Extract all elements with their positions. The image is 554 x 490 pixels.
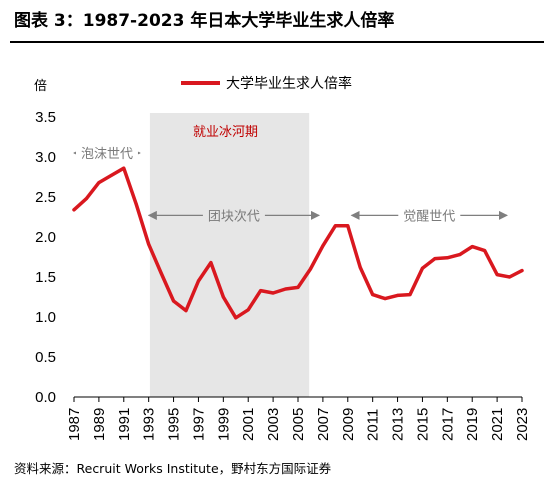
data-point bbox=[221, 295, 225, 299]
awakening-generation-label: 觉醒世代 bbox=[403, 209, 455, 224]
data-point bbox=[271, 291, 275, 295]
x-tick-label: 2019 bbox=[464, 408, 481, 441]
data-point bbox=[520, 269, 524, 273]
data-point bbox=[346, 224, 350, 228]
data-point bbox=[508, 275, 512, 279]
title-divider bbox=[10, 41, 544, 43]
legend-label: 大学毕业生求人倍率 bbox=[226, 75, 352, 92]
y-tick-label: 0.5 bbox=[35, 349, 56, 366]
y-tick-label: 3.5 bbox=[35, 109, 56, 126]
x-tick-label: 2007 bbox=[315, 408, 332, 441]
ice-age-shaded-region bbox=[149, 113, 310, 397]
x-tick-label: 1997 bbox=[190, 408, 207, 441]
data-point bbox=[184, 309, 188, 313]
bubble-generation-label-bg bbox=[75, 143, 138, 163]
y-tick-label: 3.0 bbox=[35, 149, 56, 166]
data-point bbox=[209, 261, 213, 265]
data-point bbox=[408, 293, 412, 297]
data-point bbox=[458, 253, 462, 257]
axes: 0.0 0.5 1.0 1.5 2.0 2.5 3.0 3.5 1987 1989 1991 1993… bbox=[35, 109, 531, 441]
x-tick-label: 2003 bbox=[265, 408, 282, 441]
data-point bbox=[259, 289, 263, 293]
x-tick-label: 1991 bbox=[116, 408, 133, 441]
data-point bbox=[420, 266, 424, 270]
y-tick-label: 1.0 bbox=[35, 309, 56, 326]
data-point bbox=[284, 287, 288, 291]
x-tick-label: 2011 bbox=[365, 409, 382, 441]
awakening-generation-label-bg bbox=[398, 205, 461, 226]
x-tick-label: 1987 bbox=[66, 408, 83, 441]
x-tick-label: 2013 bbox=[390, 408, 407, 441]
data-point bbox=[122, 166, 126, 170]
data-point bbox=[97, 181, 101, 185]
data-point bbox=[296, 285, 300, 289]
data-point bbox=[147, 242, 151, 246]
data-point bbox=[333, 224, 337, 228]
data-point bbox=[371, 293, 375, 297]
data-point bbox=[445, 256, 449, 260]
data-point bbox=[196, 279, 200, 283]
data-point bbox=[495, 273, 499, 277]
x-tick-label: 2005 bbox=[290, 408, 307, 441]
data-point bbox=[483, 249, 487, 253]
x-tick-label: 1993 bbox=[141, 408, 158, 441]
data-point bbox=[321, 244, 325, 248]
data-point bbox=[234, 316, 238, 320]
dankai-junior-generation-label-bg bbox=[202, 205, 265, 226]
x-tick-label: 2021 bbox=[489, 408, 506, 441]
x-tick-label: 2023 bbox=[514, 408, 531, 441]
ice-age-label: 就业冰河期 bbox=[193, 125, 258, 140]
y-tick-label: 1.5 bbox=[35, 269, 56, 286]
data-point bbox=[308, 267, 312, 271]
legend: 大学毕业生求人倍率 bbox=[181, 75, 352, 92]
data-point bbox=[109, 173, 113, 177]
x-tick-label: 2015 bbox=[414, 408, 431, 441]
source-note: 资料来源：Recruit Works Institute，野村东方国际证券 bbox=[14, 461, 332, 476]
dankai-junior-generation-label: 团块次代 bbox=[208, 208, 260, 224]
bubble-generation-label: 泡沫世代 bbox=[81, 147, 133, 162]
y-tick-label: 2.5 bbox=[35, 189, 56, 206]
data-point bbox=[470, 245, 474, 249]
x-tick-label: 1989 bbox=[91, 408, 108, 441]
x-tick-label: 1995 bbox=[166, 408, 183, 441]
data-point bbox=[433, 257, 437, 261]
data-point bbox=[134, 202, 138, 206]
data-point bbox=[396, 293, 400, 297]
series-layer bbox=[72, 166, 524, 320]
data-point bbox=[383, 297, 387, 301]
y-tick-label: 2.0 bbox=[35, 229, 56, 246]
figure-title: 图表 3：1987-2023 年日本大学毕业生求人倍率 bbox=[14, 11, 395, 31]
x-tick-label: 2017 bbox=[439, 408, 456, 441]
y-axis-unit-label: 倍 bbox=[34, 79, 47, 94]
x-tick-label: 2001 bbox=[240, 408, 257, 441]
data-point bbox=[246, 308, 250, 312]
x-tick-label: 1999 bbox=[215, 408, 232, 441]
data-point bbox=[84, 197, 88, 201]
y-tick-label: 0.0 bbox=[35, 389, 56, 406]
data-point bbox=[72, 208, 76, 212]
data-point bbox=[159, 271, 163, 275]
data-point bbox=[172, 299, 176, 303]
data-point bbox=[358, 265, 362, 269]
x-tick-label: 2009 bbox=[340, 408, 357, 441]
